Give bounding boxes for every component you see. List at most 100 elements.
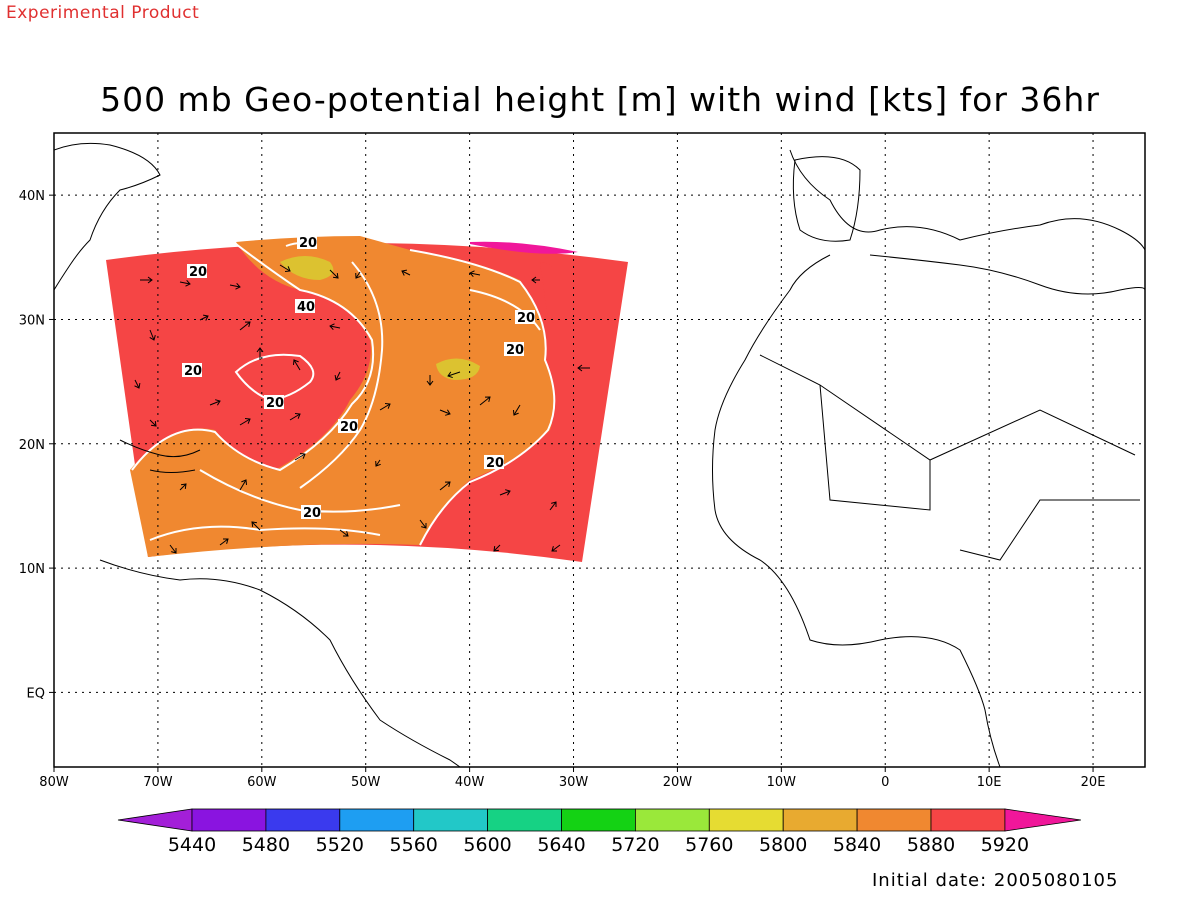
wind-arrow — [289, 412, 301, 421]
colorbar-label: 5880 — [907, 834, 955, 856]
wind-arrow — [493, 544, 501, 552]
contour-label: 20 — [264, 395, 284, 411]
wind-arrow — [140, 276, 153, 284]
lat-axis: 40N 30N 20N 10N EQ — [19, 189, 54, 701]
colorbar-label: 5440 — [168, 834, 216, 856]
svg-text:20: 20 — [184, 364, 202, 379]
contour-label: 20 — [515, 310, 535, 326]
border-africa-2 — [819, 384, 931, 511]
colorbar-swatch — [339, 808, 415, 832]
colorbar-swatch — [265, 808, 341, 832]
wind-arrow — [169, 544, 177, 554]
wind-arrow — [334, 371, 341, 381]
contour-label: 20 — [338, 419, 358, 435]
colorbar-swatch — [413, 808, 489, 832]
wind-arrow — [149, 419, 157, 427]
experimental-product-label: Experimental Product — [6, 3, 200, 23]
wind-arrow — [531, 276, 540, 284]
contour-labels: 20 20 40 20 20 20 20 20 20 20 — [182, 235, 535, 521]
colorbar-label: 5760 — [685, 834, 733, 856]
wind-arrow — [447, 371, 461, 379]
contour-line — [234, 353, 315, 402]
wind-arrow — [551, 544, 561, 552]
colorbar-swatch — [708, 808, 784, 832]
svg-text:20: 20 — [299, 236, 317, 251]
wind-arrow — [379, 402, 391, 411]
wind-arrow — [251, 521, 261, 531]
wind-arrow — [239, 479, 248, 491]
coastline-iberia — [792, 156, 861, 242]
wind-arrow — [439, 481, 451, 491]
plot-frame — [53, 132, 1146, 768]
wind-arrow — [426, 375, 434, 386]
colorbar-label: 5560 — [390, 834, 438, 856]
lat-tick-label: 20N — [19, 438, 45, 453]
colorbar-swatch — [191, 808, 267, 832]
lon-tick-label: 20W — [663, 775, 693, 790]
lon-axis: 80W 70W 60W 50W 40W 30W 20W 10W 0 10E 20E — [39, 767, 1105, 790]
wind-arrow — [401, 269, 411, 276]
svg-text:20: 20 — [340, 420, 358, 435]
coastline-africa — [712, 254, 1145, 767]
svg-text:20: 20 — [506, 343, 524, 358]
contour-line — [409, 249, 556, 546]
contour-label: 20 — [504, 342, 524, 358]
contour-lines — [131, 242, 556, 546]
colorbar-label: 5480 — [242, 834, 290, 856]
wind-arrow — [294, 452, 306, 461]
lon-tick-label: 10E — [977, 775, 1002, 790]
wind-arrow — [577, 364, 590, 372]
lon-tick-label: 0 — [881, 775, 889, 790]
contour-line — [469, 289, 541, 331]
colorbar-label: 5600 — [463, 834, 511, 856]
colorbar-arrow-right — [1004, 808, 1081, 832]
wind-arrow — [179, 483, 187, 491]
initial-date: Initial date: 2005080105 — [872, 870, 1119, 891]
wind-arrow — [219, 538, 229, 546]
wind-arrow — [375, 459, 381, 467]
region-fill-5840-b — [436, 358, 480, 380]
contour-label: 40 — [295, 299, 315, 315]
lat-tick-label: 10N — [19, 562, 45, 577]
wind-arrow — [279, 264, 291, 273]
colorbar-swatch — [856, 808, 932, 832]
colorbar-arrow-left — [117, 808, 193, 832]
wind-arrow — [439, 409, 451, 416]
contour-line — [199, 469, 401, 513]
wind-arrow — [239, 417, 251, 426]
wind-arrow — [329, 323, 341, 331]
coastline-south-america — [54, 559, 461, 767]
svg-text:20: 20 — [486, 456, 504, 471]
lon-tick-label: 70W — [143, 775, 173, 790]
wind-arrow — [549, 501, 557, 511]
contour-label: 20 — [187, 264, 207, 280]
lon-tick-label: 40W — [455, 775, 485, 790]
contour-label: 20 — [301, 505, 321, 521]
lat-tick-label: 30N — [19, 313, 45, 328]
colorbar-label: 5800 — [759, 834, 807, 856]
region-fill-5840 — [280, 256, 334, 280]
lon-tick-label: 80W — [39, 775, 69, 790]
wind-arrow — [499, 489, 511, 496]
colorbar-label: 5920 — [981, 834, 1029, 856]
wind-arrow — [179, 279, 191, 287]
wind-arrow — [292, 359, 301, 371]
border-africa-3 — [959, 499, 1140, 561]
svg-text:20: 20 — [303, 506, 321, 521]
lat-tick-label: EQ — [27, 686, 45, 701]
colorbar-label: 5720 — [611, 834, 659, 856]
wind-arrow — [134, 379, 141, 389]
lon-tick-label: 20E — [1081, 775, 1106, 790]
colorbar-swatch — [635, 808, 710, 832]
contour-line — [299, 261, 384, 489]
wind-arrow — [229, 282, 241, 290]
colorbar-swatch — [782, 808, 858, 832]
region-fill-5960 — [470, 241, 578, 254]
colorbar-label: 5640 — [537, 834, 585, 856]
lat-tick-label: 40N — [19, 189, 45, 204]
colorbar-swatch — [487, 808, 562, 832]
svg-text:20: 20 — [266, 396, 284, 411]
wind-arrow — [149, 329, 156, 341]
graticule — [54, 133, 1145, 767]
